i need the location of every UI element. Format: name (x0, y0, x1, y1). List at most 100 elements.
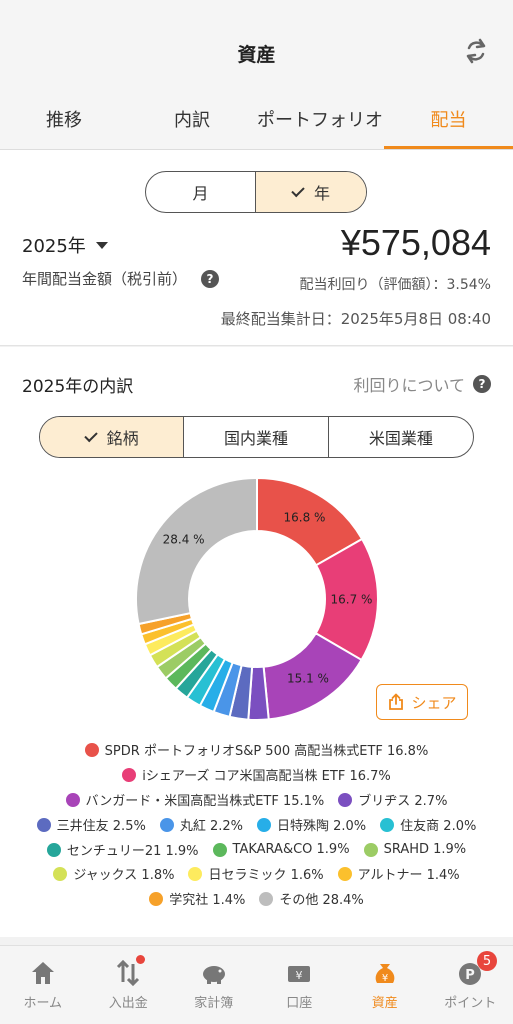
legend-item: バンガード・米国高配当株式ETF 15.1% (65, 790, 325, 809)
legend-item: ブリヂス 2.7% (338, 790, 447, 809)
legend-item: ジャックス 1.8% (53, 864, 174, 883)
year-label: 2025年 (22, 236, 86, 257)
tab-trend[interactable]: 推移 (46, 110, 82, 131)
tabbar-deposit[interactable]: 入出金 (86, 946, 172, 1024)
legend-label: 住友商 2.0% (400, 819, 477, 834)
legend-row: センチュリー21 1.9% TAKARA&CO 1.9% SRAHD 1.9% (0, 840, 513, 859)
legend-label: アルトナー 1.4% (357, 868, 460, 883)
asset-tabs: 推移 内訳 ポートフォリオ 配当 (0, 96, 513, 150)
legend-label: SRAHD 1.9% (383, 842, 467, 857)
legend-color-dot (257, 817, 271, 832)
svg-text:¥: ¥ (296, 969, 303, 982)
legend-color-dot (149, 891, 164, 906)
legend-row: ジャックス 1.8% 日セラミック 1.6% アルトナー 1.4% (0, 864, 513, 883)
legend-label: バンガード・米国高配当株式ETF 15.1% (85, 794, 325, 809)
segment-stock[interactable]: 銘柄 (40, 417, 185, 457)
tabbar-points[interactable]: P ポイント 5 (428, 946, 513, 1024)
legend-item: 日セラミック 1.6% (188, 864, 324, 883)
tabbar-household[interactable]: 家計簿 (171, 946, 257, 1024)
legend-color-dot (53, 866, 68, 881)
tab-dividend[interactable]: 配当 (384, 96, 513, 149)
svg-text:¥: ¥ (382, 973, 388, 984)
points-icon: P (459, 963, 482, 985)
yield-about-link[interactable]: 利回りについて ? (353, 372, 491, 396)
legend-color-dot (363, 842, 378, 857)
tabbar-home[interactable]: ホーム (0, 946, 86, 1024)
legend-item: アルトナー 1.4% (337, 864, 460, 883)
year-selector[interactable]: 2025年 (22, 232, 108, 258)
legend-item: 日特殊陶 2.0% (257, 815, 366, 834)
page-title: 資産 (237, 44, 276, 66)
dividend-donut-chart: 16.8 % 16.7 % 15.1 % 28.4 % (136, 478, 378, 720)
help-icon[interactable]: ? (201, 269, 220, 288)
tab-portfolio[interactable]: ポートフォリオ (257, 110, 383, 131)
legend-label: 三井住友 2.5% (56, 819, 146, 834)
legend-label: ブリヂス 2.7% (358, 794, 448, 809)
legend-item: TAKARA&CO 1.9% (212, 840, 350, 859)
notification-dot (136, 955, 145, 964)
annual-dividend-label: 年間配当金額（税引前） ? (22, 268, 220, 289)
legend-row: iシェアーズ コア米国高配当株 ETF 16.7% (0, 765, 513, 784)
dividend-yield: 配当利回り（評価額）：3.54% (299, 277, 491, 293)
period-year-option[interactable]: 年 (256, 172, 366, 212)
legend-color-dot (65, 792, 80, 807)
caret-down-icon (95, 241, 108, 249)
header: 資産 推移 内訳 ポートフォリオ 配当 (0, 0, 513, 150)
legend-row: SPDR ポートフォリオS&P 500 高配当株式ETF 16.8% (0, 740, 513, 759)
legend-color-dot (380, 817, 395, 832)
legend-label: SPDR ポートフォリオS&P 500 高配当株式ETF 16.8% (104, 744, 429, 759)
annual-dividend-amount: ¥575,084 (340, 222, 491, 263)
legend-item: センチュリー21 1.9% (46, 840, 199, 859)
legend-color-dot (159, 817, 174, 832)
share-button[interactable]: シェア (376, 684, 468, 720)
legend-label: TAKARA&CO 1.9% (232, 842, 350, 857)
legend-item: SPDR ポートフォリオS&P 500 高配当株式ETF 16.8% (84, 740, 429, 759)
donut-slice-label: 15.1 % (287, 672, 329, 686)
legend-item: 丸紅 2.2% (159, 815, 243, 834)
wallet-icon: ¥ (288, 966, 311, 982)
legend-label: 丸紅 2.2% (179, 819, 243, 834)
donut-slice-15[interactable] (136, 478, 258, 626)
legend-item: 住友商 2.0% (380, 815, 476, 834)
legend-item: 学究社 1.4% (149, 889, 245, 908)
legend-color-dot (84, 742, 99, 757)
legend-color-dot (337, 866, 352, 881)
legend-label: 日特殊陶 2.0% (277, 819, 367, 834)
piggy-bank-icon (202, 966, 225, 984)
legend-label: iシェアーズ コア米国高配当株 ETF 16.7% (142, 769, 391, 784)
donut-slice-label: 16.8 % (283, 510, 325, 524)
svg-text:P: P (465, 968, 475, 983)
legend-row: 学究社 1.4% その他 28.4% (0, 889, 513, 908)
legend-item: SRAHD 1.9% (363, 840, 467, 859)
legend-item: iシェアーズ コア米国高配当株 ETF 16.7% (122, 765, 391, 784)
money-bag-icon: ¥ (375, 964, 395, 984)
legend-label: 学究社 1.4% (169, 893, 246, 908)
refresh-icon[interactable] (461, 36, 491, 66)
tab-breakdown[interactable]: 内訳 (174, 110, 210, 131)
breakdown-title: 2025年の内訳 (22, 377, 134, 397)
segment-us-sector[interactable]: 米国業種 (368, 429, 433, 448)
legend-label: その他 28.4% (279, 893, 364, 908)
points-badge: 5 (477, 951, 497, 971)
home-icon (31, 962, 54, 984)
check-icon (291, 183, 305, 197)
period-toggle: 月 年 (145, 171, 367, 213)
legend-item: その他 28.4% (259, 889, 364, 908)
legend-label: 日セラミック 1.6% (208, 868, 324, 883)
help-icon: ? (473, 375, 491, 393)
period-month-option[interactable]: 月 (146, 172, 256, 212)
bottom-tab-bar: ホーム 入出金 家計簿 ¥ 口座 ¥ 資産 P ポイント 5 (0, 945, 513, 1024)
legend-color-dot (188, 866, 203, 881)
tabbar-account[interactable]: ¥ 口座 (257, 946, 343, 1024)
tabbar-assets[interactable]: ¥ 資産 (342, 946, 428, 1024)
legend-color-dot (36, 817, 51, 832)
legend-label: センチュリー21 1.9% (66, 844, 199, 859)
share-icon (389, 693, 404, 710)
legend-color-dot (122, 767, 137, 782)
donut-slice-label: 28.4 % (163, 532, 205, 546)
donut-slice-label: 16.7 % (331, 592, 373, 606)
legend-color-dot (46, 842, 61, 857)
legend-color-dot (259, 891, 274, 906)
legend-item: 三井住友 2.5% (36, 815, 146, 834)
segment-domestic-sector[interactable]: 国内業種 (184, 417, 329, 457)
